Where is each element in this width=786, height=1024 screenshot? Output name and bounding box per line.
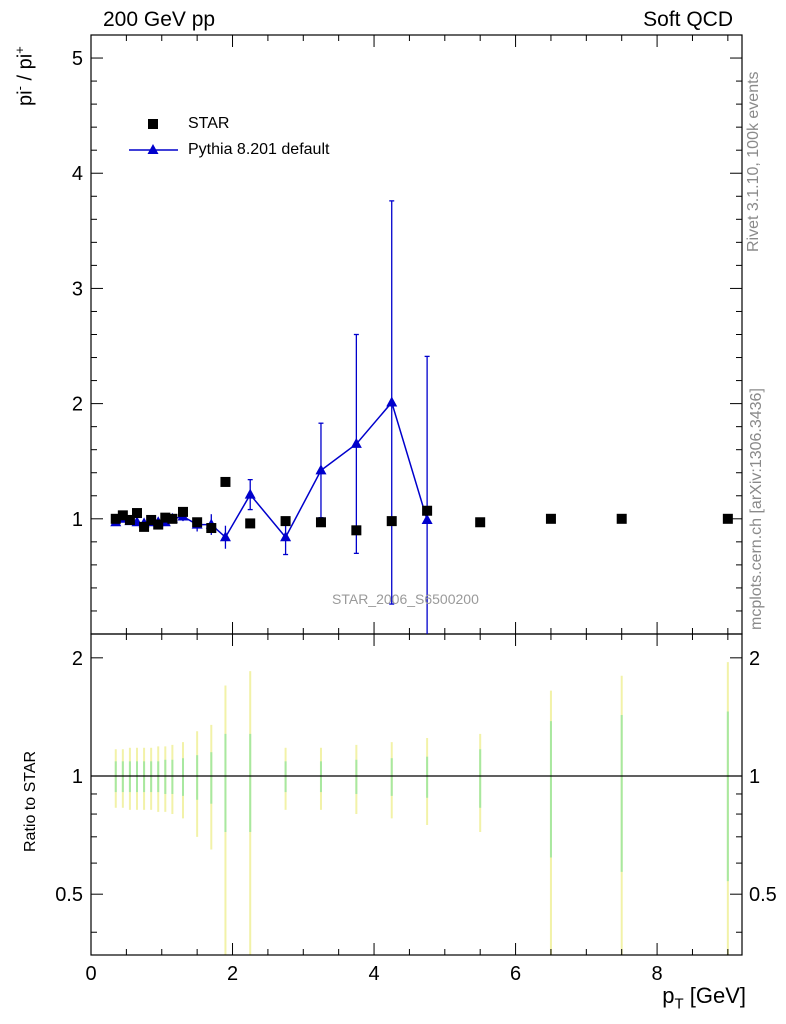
star-point xyxy=(160,512,171,523)
star-point xyxy=(167,513,178,524)
pythia-point xyxy=(421,513,433,524)
pythia-series xyxy=(110,200,433,634)
ratio-plot-frame xyxy=(90,633,743,956)
star-point xyxy=(131,508,142,519)
pythia-point xyxy=(280,531,292,542)
main-y-tick-label: 5 xyxy=(72,48,83,70)
star-point xyxy=(475,517,486,528)
star-point xyxy=(245,518,256,529)
ratio-y-axis-label: Ratio to STAR xyxy=(22,750,39,852)
x-tick-label: 8 xyxy=(652,963,663,985)
main-y-tick-label: 3 xyxy=(72,278,83,300)
star-point xyxy=(545,513,556,524)
star-point xyxy=(153,519,164,530)
main-y-tick-label: 2 xyxy=(72,394,83,416)
axes: 0 2 4 6 8 1 2 3 4 5 0.5 0.5 1 1 2 2 xyxy=(55,34,777,985)
star-point xyxy=(280,516,291,527)
pythia-point xyxy=(244,488,256,499)
legend-pythia-marker xyxy=(147,144,159,154)
star-point xyxy=(422,505,433,516)
y-label-mid: / pi xyxy=(14,53,37,87)
main-y-axis-label: pi- / pi+ xyxy=(12,46,38,106)
pythia-point xyxy=(350,437,362,448)
pythia-point xyxy=(315,464,327,475)
y-label-base: pi xyxy=(14,90,37,106)
header-right: Soft QCD xyxy=(643,8,733,31)
star-point xyxy=(722,513,733,524)
star-point xyxy=(616,513,627,524)
star-point xyxy=(139,521,150,532)
ratio-y-tick-label-right: 1 xyxy=(749,766,760,788)
header-left: 200 GeV pp xyxy=(103,8,216,31)
star-point xyxy=(315,517,326,528)
star-point xyxy=(192,517,203,528)
pythia-point xyxy=(219,531,231,542)
star-point xyxy=(220,476,231,487)
ratio-y-tick-label-right: 0.5 xyxy=(749,884,777,906)
star-point xyxy=(206,523,217,534)
legend-star-marker xyxy=(148,119,158,129)
x-tick-label: 6 xyxy=(510,963,521,985)
mcplots-label: mcplots.cern.ch [arXiv:1306.3436] xyxy=(748,388,765,630)
star-point xyxy=(146,514,157,525)
x-label-base: p xyxy=(662,983,675,1008)
x-tick-label: 0 xyxy=(85,963,96,985)
pythia-point xyxy=(386,396,398,407)
star-point xyxy=(386,516,397,527)
star-point xyxy=(117,510,128,521)
main-y-tick-label: 4 xyxy=(72,163,83,185)
legend-star-label: STAR xyxy=(188,115,230,132)
legend-pythia-label: Pythia 8.201 default xyxy=(188,141,330,158)
star-point xyxy=(177,506,188,517)
star-series xyxy=(110,476,733,536)
x-label-sub: T xyxy=(674,995,684,1013)
y-label-sup2: + xyxy=(12,46,27,54)
x-axis-label: pT [GeV] xyxy=(662,983,746,1012)
star-point xyxy=(110,513,121,524)
x-label-unit: [GeV] xyxy=(683,983,746,1008)
x-tick-label: 4 xyxy=(368,963,379,985)
ratio-y-tick-label-left: 0.5 xyxy=(55,884,83,906)
ratio-y-tick-label-left: 1 xyxy=(72,766,83,788)
ratio-y-tick-label-left: 2 xyxy=(72,648,83,670)
legend-markers xyxy=(129,119,178,154)
ratio-y-tick-label-right: 2 xyxy=(749,648,760,670)
ratio-uncertainty-bands xyxy=(114,662,729,955)
main-y-tick-label: 1 xyxy=(72,509,83,531)
rivet-version-label: Rivet 3.1.10, 100k events xyxy=(745,71,762,252)
star-point xyxy=(124,514,135,525)
star-point xyxy=(351,525,362,536)
x-tick-label: 2 xyxy=(227,963,238,985)
y-label-sup1: - xyxy=(12,86,27,91)
analysis-watermark: STAR_2006_S6500200 xyxy=(332,591,479,607)
